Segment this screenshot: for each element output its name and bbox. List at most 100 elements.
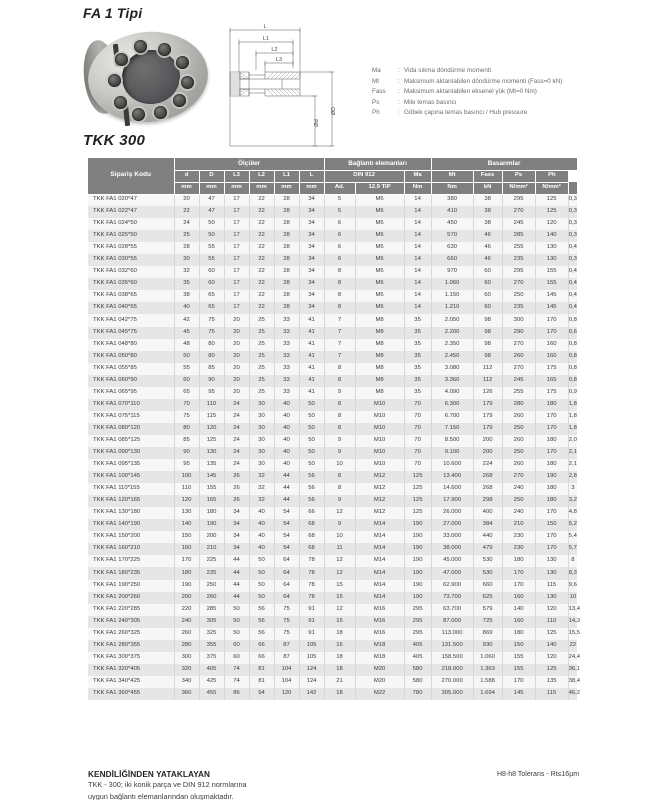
cell-value: 170 (535, 422, 569, 435)
tolerance-note: H8-h8 Tolerans - Rt≤16µm (497, 771, 580, 778)
table-row: TKK FA1 320*405 320 405 74 81 104 124 18 M20 580 2… (88, 663, 580, 676)
cell-value: 15 (324, 579, 356, 592)
cell-value: 110 (199, 398, 225, 411)
cell-value: 50 (174, 350, 200, 363)
cell-value: M16 (355, 615, 405, 628)
cell-value: 20 (224, 326, 250, 339)
cell-value: 625 (473, 591, 503, 604)
cell-value: 280 (502, 398, 536, 411)
cell-value: 60 (473, 278, 503, 291)
cell-value: 200 (199, 531, 225, 544)
table-row: TKK FA1 140*190 140 190 34 40 54 68 9 M14 190 27.0… (88, 519, 578, 532)
cell-value: 35 (404, 362, 432, 375)
cell-value: 140 (174, 519, 200, 532)
cell-value: 780 (404, 687, 432, 700)
cell-value: 405 (404, 651, 432, 664)
cell-value: 230 (502, 543, 536, 556)
cell-value: 75 (199, 314, 225, 327)
cell-value: 87 (274, 639, 300, 652)
table-row: TKK FA1 075*115 75 115 24 30 40 50 8 M10 70 6.700 1… (88, 410, 578, 423)
col-header-Ph: Ph (535, 170, 569, 183)
cell-value: 175 (535, 386, 569, 399)
cell-value: 41 (299, 314, 325, 327)
cell-value: 145 (535, 290, 569, 303)
cell-value: 250 (199, 579, 225, 592)
cell-value: 75 (274, 603, 300, 616)
cell-value: 40 (274, 422, 300, 435)
cell-value: 95 (199, 386, 225, 399)
cell-value: 44 (224, 591, 250, 604)
cell-value: 60 (224, 651, 250, 664)
cell-value: 12 (324, 603, 356, 616)
cell-value: 250 (502, 495, 536, 508)
cell-value: 21 (324, 675, 356, 688)
unit-L2: mm (249, 182, 275, 195)
cell-value: 8 (324, 278, 356, 291)
cell-value: 6 (324, 218, 356, 231)
cell-value: 25 (249, 350, 275, 363)
cell-value: 200 (473, 446, 503, 460)
cell-value: 80 (199, 350, 225, 363)
cell-value: 14 (404, 242, 432, 255)
cell-value: 81 (249, 675, 275, 688)
cell-value: 0,4 (568, 266, 578, 279)
cell-value: 44 (224, 567, 250, 580)
cell-value: 255 (502, 242, 536, 255)
cell-order-code: TKK FA1 050*80 (88, 350, 175, 363)
cell-value: 295 (502, 266, 536, 279)
cell-value: 50 (249, 567, 275, 580)
cell-order-code: TKK FA1 075*115 (88, 410, 175, 423)
col-group-ratings: Basanmlar (431, 158, 578, 171)
cell-value: 50 (224, 627, 250, 640)
table-row: TKK FA1 055*85 55 85 20 25 33 41 8 M8 35 3.080 112 2… (88, 362, 578, 375)
cell-value: 56 (249, 603, 275, 616)
cell-value: 1.060 (473, 651, 503, 664)
cell-value: 80 (199, 338, 225, 351)
cell-value: 10 (324, 459, 356, 472)
cell-value: M6 (355, 242, 405, 255)
cell-value: M8 (355, 338, 405, 351)
table-row: TKK FA1 360*455 360 455 86 94 120 142 18 M22 780 3… (88, 687, 580, 700)
cell-value: 33 (274, 350, 300, 363)
cell-value: 6 (324, 242, 356, 255)
cell-value: 9,6 (568, 579, 578, 592)
cell-value: 8 (324, 362, 356, 375)
cell-value: 34 (224, 507, 250, 520)
cell-order-code: TKK FA1 028*55 (88, 242, 175, 255)
series-title: TKK 300 (83, 132, 146, 149)
cell-value: 340 (174, 675, 200, 688)
cell-value: M6 (355, 218, 405, 231)
cell-value: 8.500 (431, 434, 474, 447)
cell-value: 180 (535, 398, 569, 411)
footer-title: KENDİLİĞİNDEN YATAKLAYAN (88, 770, 211, 779)
cell-value: 41 (299, 386, 325, 399)
table-body: TKK FA1 020*47 20 47 17 22 28 34 5 M6 14 380 38 295 1… (88, 194, 580, 700)
cell-value: 26 (224, 471, 250, 484)
cell-value: M10 (355, 422, 405, 435)
table-row: TKK FA1 300*375 300 375 60 66 87 105 18 M18 405 15… (88, 651, 580, 664)
cell-value: 10 (324, 531, 356, 544)
cell-order-code: TKK FA1 030*55 (88, 254, 175, 267)
cell-value: 14 (404, 254, 432, 267)
col-header-order-code: Sipariş Kodu (88, 158, 175, 195)
cell-value: 22 (249, 290, 275, 303)
cell-value: 130 (535, 254, 569, 267)
table-row: TKK FA1 160*210 160 210 34 40 54 68 11 M14 190 38.… (88, 543, 578, 556)
cell-value: M16 (355, 627, 405, 640)
cell-value: 70 (174, 398, 200, 411)
cell-value: 425 (199, 675, 225, 688)
cell-value: 115 (535, 579, 569, 592)
cell-value: 155 (199, 483, 225, 496)
product-photo-bolt (134, 40, 147, 53)
cell-value: 34 (224, 519, 250, 532)
cell-value: 260 (502, 459, 536, 472)
cell-order-code: TKK FA1 055*85 (88, 362, 175, 375)
cell-value: 180 (502, 627, 536, 640)
cell-value: 38.000 (431, 543, 474, 556)
cell-value: M16 (355, 603, 405, 616)
table-row: TKK FA1 340*425 340 425 74 81 104 124 21 M20 580 2… (88, 675, 580, 688)
cell-value: 35 (404, 338, 432, 351)
cell-value: 17 (224, 194, 250, 207)
cell-value: 970 (431, 266, 474, 279)
cell-value: 64 (274, 579, 300, 592)
